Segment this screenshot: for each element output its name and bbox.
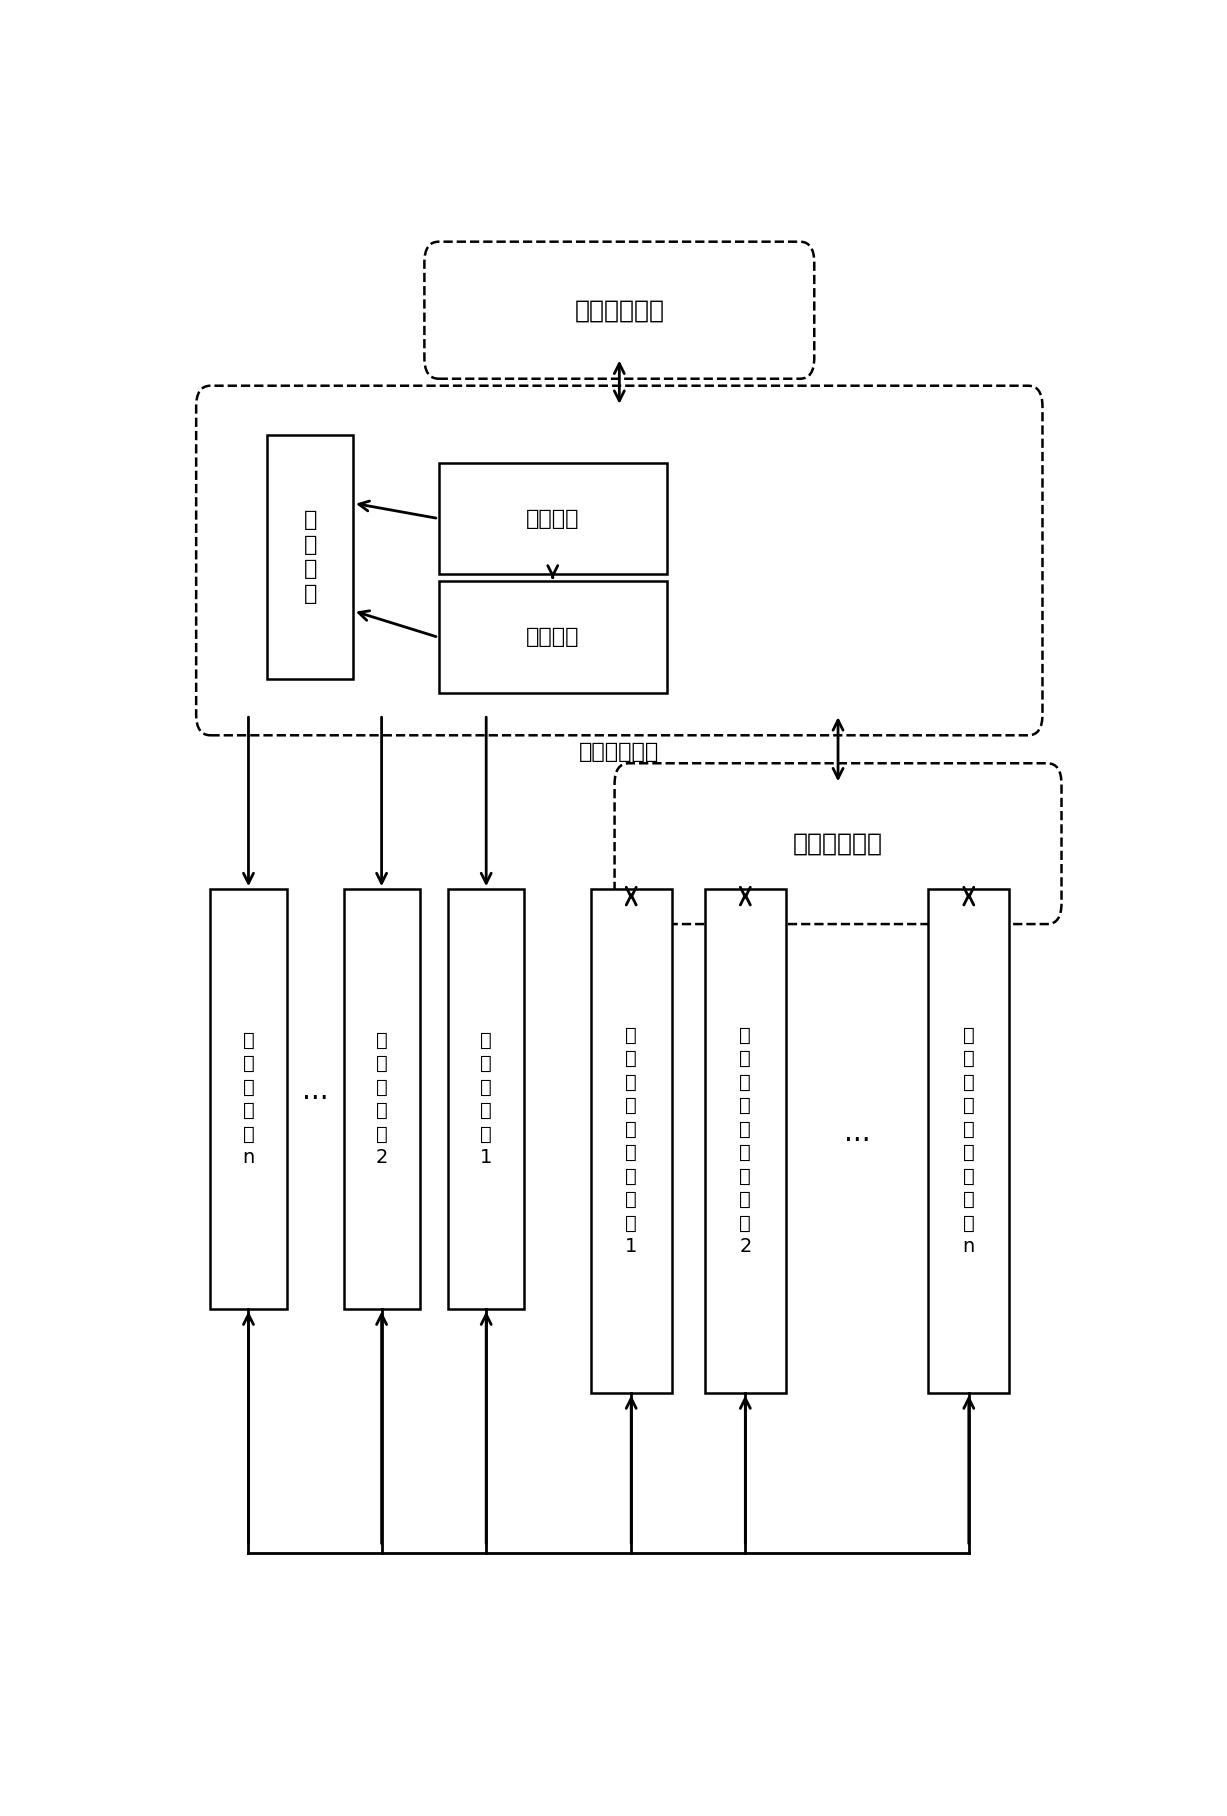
Text: 计算单元: 计算单元 (526, 627, 579, 648)
Text: 储
能
逆
变
器
2: 储 能 逆 变 器 2 (375, 1031, 388, 1168)
Text: ···: ··· (844, 1126, 870, 1155)
Text: 储
能
逆
变
器
n: 储 能 逆 变 器 n (243, 1031, 254, 1168)
Text: 全
钒
液
流
电
池
子
单
元
n: 全 钒 液 流 电 池 子 单 元 n (963, 1026, 975, 1257)
FancyBboxPatch shape (439, 581, 667, 694)
FancyBboxPatch shape (591, 890, 671, 1393)
Text: 就地监控系统: 就地监控系统 (579, 743, 659, 763)
Text: 控
制
单
元: 控 制 单 元 (303, 510, 317, 605)
FancyBboxPatch shape (439, 463, 667, 574)
Text: 储
能
逆
变
器
1: 储 能 逆 变 器 1 (480, 1031, 492, 1168)
Text: 全
钒
液
流
电
池
子
单
元
1: 全 钒 液 流 电 池 子 单 元 1 (625, 1026, 637, 1257)
Text: ···: ··· (302, 1084, 329, 1113)
Text: 全
钒
液
流
电
池
子
单
元
2: 全 钒 液 流 电 池 子 单 元 2 (739, 1026, 751, 1257)
Text: 判断单元: 判断单元 (526, 508, 579, 528)
FancyBboxPatch shape (344, 890, 420, 1309)
FancyBboxPatch shape (615, 763, 1061, 924)
FancyBboxPatch shape (267, 434, 353, 679)
Text: 电池管理系统: 电池管理系统 (793, 832, 883, 855)
FancyBboxPatch shape (929, 890, 1009, 1393)
FancyBboxPatch shape (704, 890, 785, 1393)
Text: 能量管理系统: 能量管理系统 (574, 298, 664, 321)
FancyBboxPatch shape (425, 242, 815, 380)
FancyBboxPatch shape (211, 890, 286, 1309)
FancyBboxPatch shape (196, 385, 1043, 735)
FancyBboxPatch shape (448, 890, 524, 1309)
